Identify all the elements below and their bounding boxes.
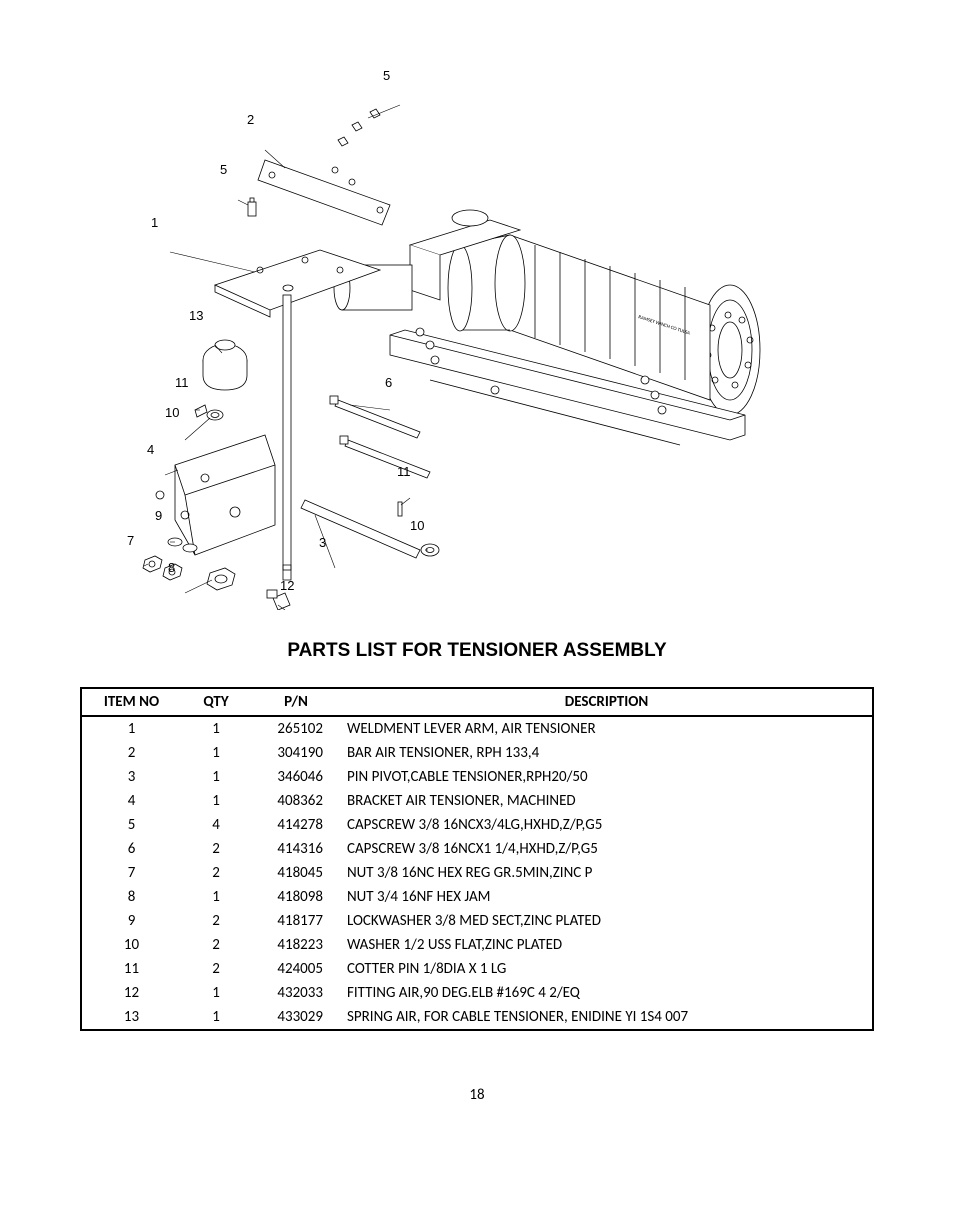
diagram-callout: 7	[127, 533, 134, 548]
table-row: 92418177LOCKWASHER 3/8 MED SECT,ZINC PLA…	[81, 909, 873, 933]
table-cell: CAPSCREW 3/8 16NCX1 1/4,HXHD,Z/P,G5	[341, 837, 873, 861]
table-cell: 1	[181, 885, 251, 909]
table-row: 21304190BAR AIR TENSIONER, RPH 133,4	[81, 741, 873, 765]
table-cell: SPRING AIR, FOR CABLE TENSIONER, ENIDINE…	[341, 1005, 873, 1030]
table-cell: BAR AIR TENSIONER, RPH 133,4	[341, 741, 873, 765]
table-cell: 1	[181, 765, 251, 789]
table-cell: COTTER PIN 1/8DIA X 1 LG	[341, 957, 873, 981]
table-cell: 1	[181, 741, 251, 765]
table-cell: 8	[81, 885, 181, 909]
table-cell: 2	[181, 861, 251, 885]
table-cell: 7	[81, 861, 181, 885]
table-cell: WELDMENT LEVER ARM, AIR TENSIONER	[341, 716, 873, 741]
diagram-callout: 1	[151, 215, 158, 230]
table-cell: WASHER 1/2 USS FLAT,ZINC PLATED	[341, 933, 873, 957]
table-cell: 2	[181, 837, 251, 861]
assembly-drawing: RAMSEY WINCH CO TULSA	[90, 70, 860, 610]
table-cell: LOCKWASHER 3/8 MED SECT,ZINC PLATED	[341, 909, 873, 933]
table-cell: 418098	[251, 885, 341, 909]
table-cell: 414278	[251, 813, 341, 837]
diagram-callout: 11	[175, 375, 189, 390]
table-cell: BRACKET AIR TENSIONER, MACHINED	[341, 789, 873, 813]
table-cell: 346046	[251, 765, 341, 789]
table-cell: NUT 3/8 16NC HEX REG GR.5MIN,ZINC P	[341, 861, 873, 885]
table-cell: FITTING AIR,90 DEG.ELB #169C 4 2/EQ	[341, 981, 873, 1005]
table-row: 41408362BRACKET AIR TENSIONER, MACHINED	[81, 789, 873, 813]
table-cell: 1	[181, 716, 251, 741]
diagram-callout: 12	[280, 578, 294, 593]
table-row: 131433029SPRING AIR, FOR CABLE TENSIONER…	[81, 1005, 873, 1030]
table-cell: 1	[181, 981, 251, 1005]
table-cell: 265102	[251, 716, 341, 741]
table-cell: 3	[81, 765, 181, 789]
table-cell: PIN PIVOT,CABLE TENSIONER,RPH20/50	[341, 765, 873, 789]
page-number: 18	[80, 1086, 874, 1104]
diagram-callout: 8	[168, 560, 175, 575]
table-cell: 432033	[251, 981, 341, 1005]
table-row: 31346046PIN PIVOT,CABLE TENSIONER,RPH20/…	[81, 765, 873, 789]
table-cell: 433029	[251, 1005, 341, 1030]
diagram-callout: 6	[385, 375, 392, 390]
table-cell: 10	[81, 933, 181, 957]
table-cell: 418177	[251, 909, 341, 933]
table-cell: 13	[81, 1005, 181, 1030]
table-row: 102418223WASHER 1/2 USS FLAT,ZINC PLATED	[81, 933, 873, 957]
col-header-qty: QTY	[181, 688, 251, 716]
table-cell: 4	[81, 789, 181, 813]
table-cell: 4	[181, 813, 251, 837]
table-cell: 2	[81, 741, 181, 765]
diagram-callout: 10	[165, 405, 179, 420]
page-title: PARTS LIST FOR TENSIONER ASSEMBLY	[80, 640, 874, 662]
diagram-callout: 9	[155, 508, 162, 523]
col-header-item-no: ITEM NO	[81, 688, 181, 716]
table-header-row: ITEM NO QTY P/N DESCRIPTION	[81, 688, 873, 716]
diagram-callout: 3	[319, 535, 326, 550]
table-cell: 1	[181, 1005, 251, 1030]
parts-list-table: ITEM NO QTY P/N DESCRIPTION 11265102WELD…	[80, 687, 874, 1031]
table-cell: 6	[81, 837, 181, 861]
table-cell: 1	[81, 716, 181, 741]
table-row: 81418098NUT 3/4 16NF HEX JAM	[81, 885, 873, 909]
diagram-callout: 5	[220, 162, 227, 177]
table-cell: 2	[181, 957, 251, 981]
col-header-pn: P/N	[251, 688, 341, 716]
exploded-diagram: RAMSEY WINCH CO TULSA 5 2 5 1 13 11 10 6 4 11 9 10 7…	[80, 40, 874, 610]
table-cell: 5	[81, 813, 181, 837]
diagram-callout: 10	[410, 518, 424, 533]
table-row: 62414316CAPSCREW 3/8 16NCX1 1/4,HXHD,Z/P…	[81, 837, 873, 861]
table-cell: 2	[181, 933, 251, 957]
table-cell: 418045	[251, 861, 341, 885]
table-cell: 9	[81, 909, 181, 933]
diagram-callout: 13	[189, 308, 203, 323]
table-cell: NUT 3/4 16NF HEX JAM	[341, 885, 873, 909]
table-cell: 418223	[251, 933, 341, 957]
table-cell: 2	[181, 909, 251, 933]
table-cell: 414316	[251, 837, 341, 861]
table-cell: 408362	[251, 789, 341, 813]
table-cell: 12	[81, 981, 181, 1005]
table-cell: CAPSCREW 3/8 16NCX3/4LG,HXHD,Z/P,G5	[341, 813, 873, 837]
diagram-callout: 11	[397, 464, 411, 479]
table-cell: 424005	[251, 957, 341, 981]
table-row: 121432033FITTING AIR,90 DEG.ELB #169C 4 …	[81, 981, 873, 1005]
table-cell: 304190	[251, 741, 341, 765]
table-row: 11265102WELDMENT LEVER ARM, AIR TENSIONE…	[81, 716, 873, 741]
table-row: 112424005COTTER PIN 1/8DIA X 1 LG	[81, 957, 873, 981]
table-cell: 11	[81, 957, 181, 981]
table-row: 72418045NUT 3/8 16NC HEX REG GR.5MIN,ZIN…	[81, 861, 873, 885]
diagram-callout: 5	[383, 68, 390, 83]
table-row: 54414278CAPSCREW 3/8 16NCX3/4LG,HXHD,Z/P…	[81, 813, 873, 837]
diagram-callout: 4	[147, 442, 154, 457]
col-header-description: DESCRIPTION	[341, 688, 873, 716]
table-cell: 1	[181, 789, 251, 813]
diagram-callout: 2	[247, 112, 254, 127]
